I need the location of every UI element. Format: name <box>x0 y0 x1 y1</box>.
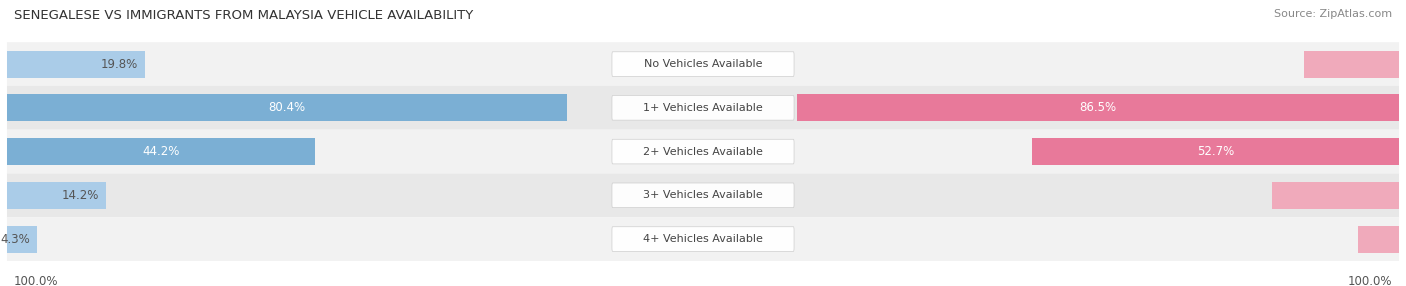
Bar <box>7 138 315 165</box>
FancyBboxPatch shape <box>7 86 1399 130</box>
Bar <box>7 225 37 253</box>
FancyBboxPatch shape <box>7 130 1399 173</box>
Bar <box>1032 138 1399 165</box>
Text: 100.0%: 100.0% <box>1347 275 1392 286</box>
Text: 14.2%: 14.2% <box>62 189 98 202</box>
Bar <box>7 182 105 209</box>
FancyBboxPatch shape <box>612 52 794 76</box>
Text: 52.7%: 52.7% <box>1197 145 1234 158</box>
FancyBboxPatch shape <box>7 173 1399 217</box>
Bar <box>1271 182 1399 209</box>
Text: 80.4%: 80.4% <box>269 101 305 114</box>
Bar <box>1305 51 1399 78</box>
Text: Source: ZipAtlas.com: Source: ZipAtlas.com <box>1274 9 1392 19</box>
FancyBboxPatch shape <box>612 139 794 164</box>
Text: 44.2%: 44.2% <box>142 145 180 158</box>
Bar <box>7 94 567 121</box>
FancyBboxPatch shape <box>612 96 794 120</box>
Text: 2+ Vehicles Available: 2+ Vehicles Available <box>643 147 763 156</box>
FancyBboxPatch shape <box>7 42 1399 86</box>
Text: 4+ Vehicles Available: 4+ Vehicles Available <box>643 234 763 244</box>
FancyBboxPatch shape <box>612 227 794 251</box>
Text: No Vehicles Available: No Vehicles Available <box>644 59 762 69</box>
FancyBboxPatch shape <box>612 183 794 208</box>
Text: 19.8%: 19.8% <box>101 57 138 71</box>
Text: 86.5%: 86.5% <box>1080 101 1116 114</box>
Text: 4.3%: 4.3% <box>0 233 30 246</box>
Text: SENEGALESE VS IMMIGRANTS FROM MALAYSIA VEHICLE AVAILABILITY: SENEGALESE VS IMMIGRANTS FROM MALAYSIA V… <box>14 9 474 21</box>
Bar <box>797 94 1399 121</box>
Bar <box>7 51 145 78</box>
Bar <box>1358 225 1399 253</box>
Text: 1+ Vehicles Available: 1+ Vehicles Available <box>643 103 763 113</box>
FancyBboxPatch shape <box>7 217 1399 261</box>
Text: 100.0%: 100.0% <box>14 275 59 286</box>
Text: 3+ Vehicles Available: 3+ Vehicles Available <box>643 190 763 200</box>
